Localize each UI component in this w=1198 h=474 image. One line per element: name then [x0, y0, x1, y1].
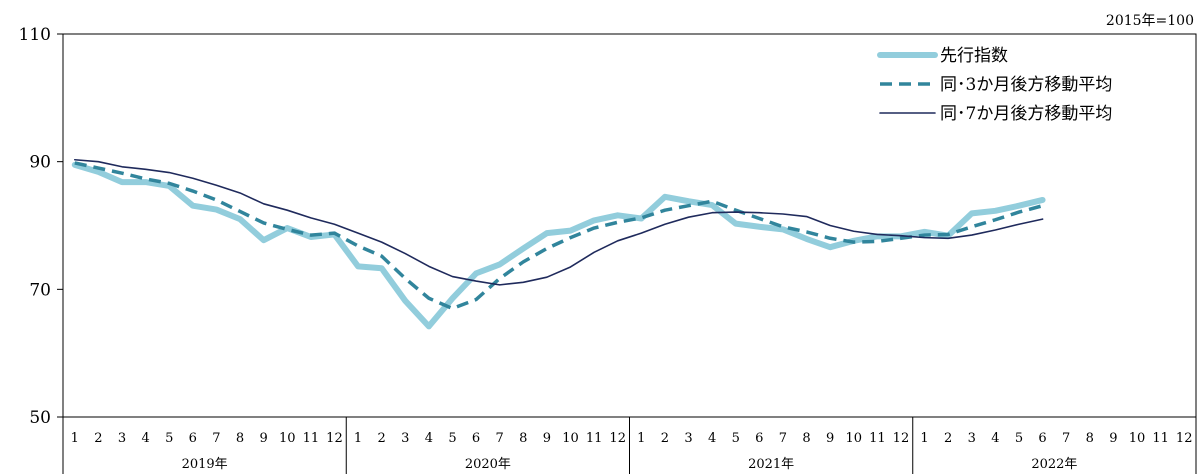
year-label: 2022年: [1031, 457, 1077, 472]
x-tick-label: 12: [609, 431, 626, 446]
x-tick-label: 7: [779, 431, 787, 446]
x-tick-label: 11: [869, 431, 886, 446]
year-label: 2019年: [182, 457, 228, 472]
y-tick-label: 50: [29, 408, 51, 428]
x-tick-label: 10: [562, 431, 579, 446]
x-tick-label: 4: [708, 431, 716, 446]
x-tick-label: 11: [1152, 431, 1169, 446]
x-tick-label: 7: [496, 431, 504, 446]
year-label: 2020年: [465, 457, 511, 472]
x-tick-label: 2: [944, 431, 952, 446]
x-tick-label: 1: [920, 431, 928, 446]
x-tick-label: 6: [472, 431, 480, 446]
x-tick-label: 1: [71, 431, 79, 446]
x-tick-label: 4: [991, 431, 999, 446]
x-tick-label: 9: [1109, 431, 1117, 446]
x-tick-label: 12: [326, 431, 343, 446]
x-tick-label: 6: [755, 431, 763, 446]
x-tick-label: 9: [259, 431, 267, 446]
y-tick-label: 70: [29, 280, 51, 300]
x-tick-label: 8: [802, 431, 810, 446]
x-tick-label: 4: [425, 431, 433, 446]
y-tick-label: 90: [29, 153, 51, 173]
x-tick-label: 2: [661, 431, 669, 446]
x-tick-label: 5: [165, 431, 173, 446]
x-tick-label: 3: [684, 431, 692, 446]
x-tick-label: 5: [732, 431, 740, 446]
x-tick-label: 10: [1129, 431, 1146, 446]
legend-label: 同･3か月後方移動平均: [940, 75, 1112, 95]
x-tick-label: 2: [378, 431, 386, 446]
y-tick-label: 110: [19, 25, 51, 45]
x-tick-label: 10: [279, 431, 296, 446]
legend-label: 先行指数: [940, 46, 1008, 66]
x-tick-label: 9: [826, 431, 834, 446]
x-tick-label: 1: [354, 431, 362, 446]
x-tick-label: 12: [1176, 431, 1193, 446]
series-line-1: [71, 161, 1046, 330]
legend-label: 同･7か月後方移動平均: [940, 104, 1112, 124]
x-tick-label: 5: [448, 431, 456, 446]
series-line-3: [74, 158, 1044, 286]
x-tick-label: 12: [893, 431, 910, 446]
x-tick-label: 1: [637, 431, 645, 446]
x-tick-label: 3: [118, 431, 126, 446]
x-tick-label: 11: [586, 431, 603, 446]
x-tick-label: 5: [1015, 431, 1023, 446]
x-tick-label: 8: [1086, 431, 1094, 446]
x-tick-label: 3: [968, 431, 976, 446]
x-tick-label: 10: [845, 431, 862, 446]
x-tick-label: 3: [401, 431, 409, 446]
x-tick-label: 8: [519, 431, 527, 446]
x-tick-label: 9: [543, 431, 551, 446]
x-tick-label: 8: [236, 431, 244, 446]
x-tick-label: 11: [303, 431, 320, 446]
x-tick-label: 2: [94, 431, 102, 446]
year-label: 2021年: [748, 457, 794, 472]
x-tick-label: 6: [1038, 431, 1046, 446]
x-tick-label: 6: [189, 431, 197, 446]
x-tick-label: 7: [1062, 431, 1070, 446]
x-tick-label: 4: [141, 431, 149, 446]
series-line-2: [74, 161, 1044, 311]
unit-note: 2015年=100: [1105, 13, 1194, 29]
x-tick-label: 7: [212, 431, 220, 446]
